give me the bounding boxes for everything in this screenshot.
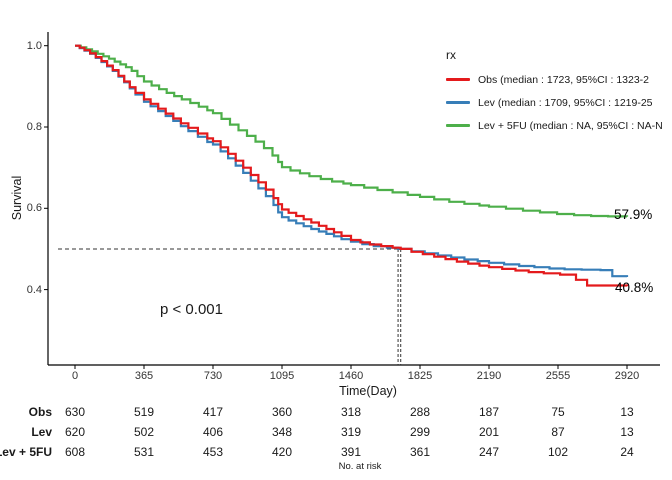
- x-tick-label: 730: [203, 370, 223, 382]
- risk-count: 531: [133, 445, 155, 459]
- risk-row-obs: Obs 630 519 417 360 318 288 187 75 13: [0, 404, 672, 420]
- legend-title: rx: [446, 48, 456, 62]
- legend-label-lev5fu: Lev + 5FU (median : NA, 95%CI : NA-N: [478, 119, 663, 132]
- x-tick-label: 2920: [614, 370, 640, 382]
- km-curve-lev5fu: [75, 44, 629, 218]
- legend-item-obs: Obs (median : 1723, 95%CI : 1323-2: [446, 68, 663, 91]
- risk-count: 406: [202, 425, 224, 439]
- risk-count: 24: [620, 445, 634, 459]
- risk-count: 348: [271, 425, 293, 439]
- risk-count: 453: [202, 445, 224, 459]
- y-tick-label: 0.6: [26, 202, 42, 215]
- risk-count: 299: [409, 425, 431, 439]
- legend-label-lev: Lev (median : 1709, 95%CI : 1219-25: [478, 96, 653, 109]
- legend: rx Obs (median : 1723, 95%CI : 1323-2 Le…: [446, 48, 663, 137]
- risk-row-lev-5fu: Lev + 5FU 608 531 453 420 391 361 247 102 24: [0, 444, 672, 460]
- risk-count: 102: [547, 445, 569, 459]
- risk-count: 360: [271, 405, 293, 419]
- x-tick-label: 1095: [269, 370, 295, 382]
- legend-label-obs: Obs (median : 1723, 95%CI : 1323-2: [478, 73, 650, 86]
- risk-count: 391: [340, 445, 362, 459]
- risk-count: 87: [551, 425, 565, 439]
- legend-item-lev: Lev (median : 1709, 95%CI : 1219-25: [446, 91, 663, 114]
- x-tick-label: 1460: [338, 370, 364, 382]
- x-tick-label: 2555: [545, 370, 571, 382]
- risk-count: 13: [620, 405, 634, 419]
- risk-count: 201: [478, 425, 500, 439]
- risk-row-label: Lev: [31, 425, 52, 439]
- end-survival-label-obs: 40.8%: [615, 280, 654, 295]
- risk-table-caption: No. at risk: [338, 461, 382, 472]
- y-tick-label: 1.0: [26, 39, 42, 52]
- legend-line-obs-icon: [446, 78, 470, 81]
- x-tick-label: 1825: [407, 370, 433, 382]
- x-axis-title: Time(Day): [339, 384, 397, 398]
- legend-item-lev5fu: Lev + 5FU (median : NA, 95%CI : NA-N: [446, 114, 663, 137]
- x-tick-label: 365: [134, 370, 154, 382]
- risk-count: 420: [271, 445, 293, 459]
- risk-count: 318: [340, 405, 362, 419]
- y-tick-label: 0.4: [26, 283, 42, 296]
- risk-count: 630: [64, 405, 86, 419]
- risk-count: 361: [409, 445, 431, 459]
- risk-row-lev: Lev 620 502 406 348 319 299 201 87 13: [0, 424, 672, 440]
- risk-count: 247: [478, 445, 500, 459]
- risk-count: 502: [133, 425, 155, 439]
- risk-count: 75: [551, 405, 565, 419]
- risk-count: 187: [478, 405, 500, 419]
- risk-count: 608: [64, 445, 86, 459]
- risk-count: 417: [202, 405, 224, 419]
- risk-count: 13: [620, 425, 634, 439]
- risk-count: 288: [409, 405, 431, 419]
- end-survival-label-lev5fu: 57.9%: [614, 207, 653, 222]
- x-tick-label: 2190: [476, 370, 502, 382]
- legend-line-lev-icon: [446, 101, 470, 104]
- km-curve-lev: [75, 44, 629, 278]
- risk-count: 519: [133, 405, 155, 419]
- risk-row-label: Obs: [28, 405, 52, 419]
- y-tick-label: 0.8: [26, 121, 42, 133]
- risk-count: 319: [340, 425, 362, 439]
- legend-line-lev5fu-icon: [446, 124, 470, 127]
- risk-count: 620: [64, 425, 86, 439]
- risk-row-label: Lev + 5FU: [0, 445, 52, 459]
- km-curve-obs: [75, 44, 629, 287]
- p-value-annotation: p < 0.001: [160, 301, 223, 318]
- x-tick-label: 0: [71, 370, 79, 382]
